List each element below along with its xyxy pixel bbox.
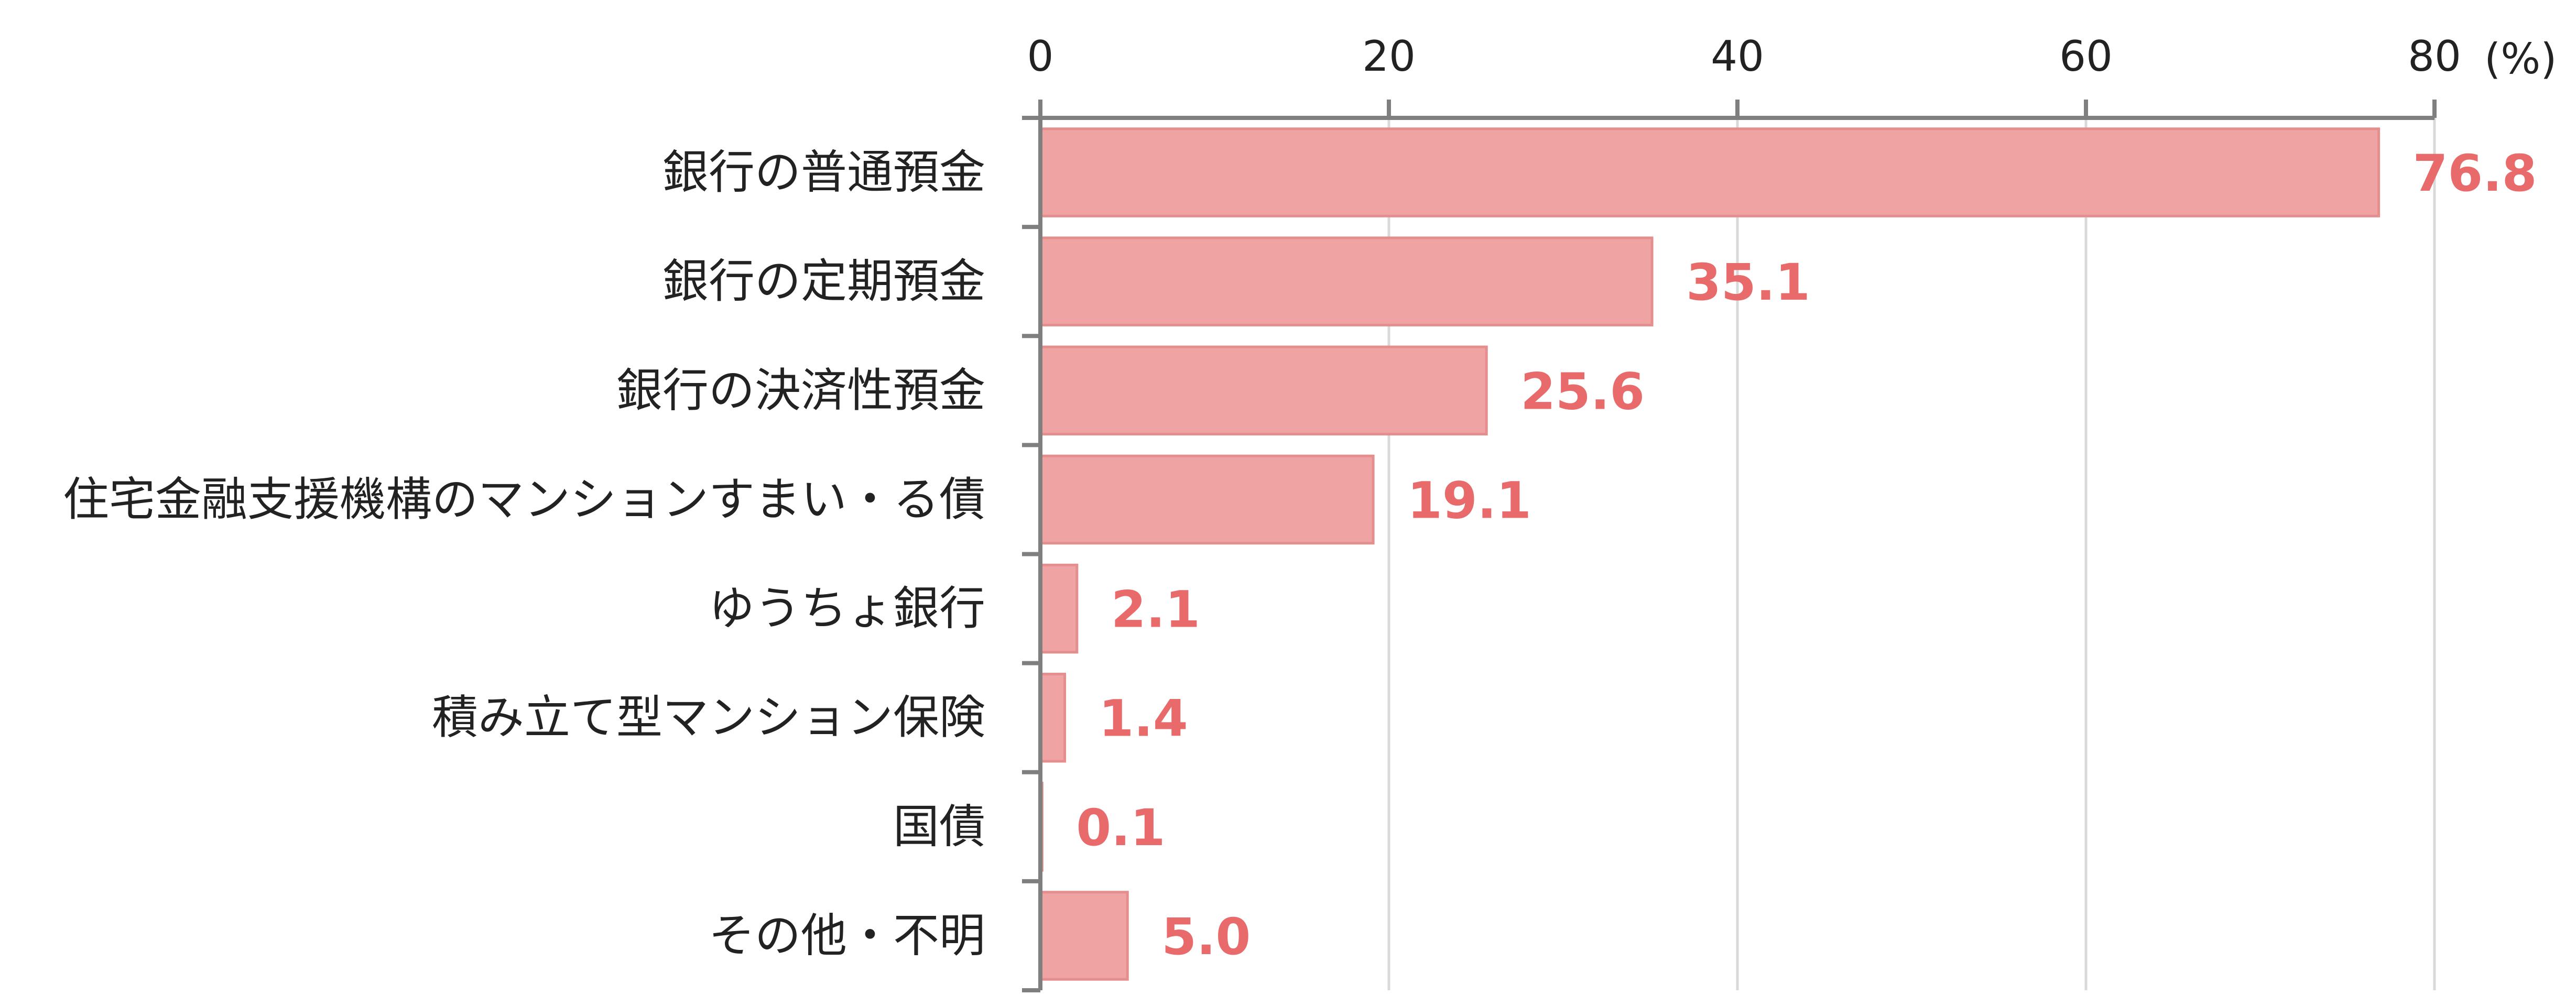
x-tick-label: 80 bbox=[2408, 32, 2461, 81]
category-label: 住宅金融支援機構のマンションすまい・る債 bbox=[63, 472, 985, 526]
bar-0 bbox=[1039, 127, 2381, 217]
bar-5 bbox=[1039, 672, 1067, 763]
value-label: 5.0 bbox=[1161, 907, 1251, 966]
x-tick-label: 0 bbox=[1027, 32, 1054, 81]
value-label: 1.4 bbox=[1099, 690, 1188, 748]
value-label: 76.8 bbox=[2413, 144, 2537, 203]
bars bbox=[1039, 127, 2381, 981]
category-label: その他・不明 bbox=[709, 909, 985, 963]
bar-1 bbox=[1039, 236, 1654, 326]
labels: 0 20 40 60 80 (%) 銀行の普通預金 76.8 銀行の定期預金 35.1 銀行の決済性… bbox=[63, 32, 2557, 966]
category-label: 銀行の普通預金 bbox=[662, 145, 985, 199]
axes bbox=[1022, 100, 2437, 992]
category-label: 国債 bbox=[893, 800, 985, 854]
value-label: 25.6 bbox=[1520, 362, 1645, 421]
category-label: 銀行の定期預金 bbox=[662, 254, 985, 308]
category-label: ゆうちょ銀行 bbox=[709, 582, 985, 636]
value-label: 35.1 bbox=[1686, 253, 1810, 312]
bar-4 bbox=[1039, 563, 1079, 654]
x-tick-label: 20 bbox=[1362, 32, 1416, 81]
x-tick-label: 40 bbox=[1711, 32, 1764, 81]
category-label: 積み立て型マンション保険 bbox=[432, 691, 985, 745]
bar-3 bbox=[1039, 454, 1375, 545]
bar-7 bbox=[1039, 891, 1129, 981]
value-label: 19.1 bbox=[1407, 471, 1531, 530]
x-tick-label: 60 bbox=[2059, 32, 2113, 81]
unit-label: (%) bbox=[2484, 35, 2557, 83]
category-label: 銀行の決済性預金 bbox=[616, 363, 985, 417]
value-label: 0.1 bbox=[1076, 799, 1165, 857]
value-label: 2.1 bbox=[1111, 581, 1200, 639]
bar-2 bbox=[1039, 345, 1488, 436]
grid-lines bbox=[1387, 118, 2436, 990]
